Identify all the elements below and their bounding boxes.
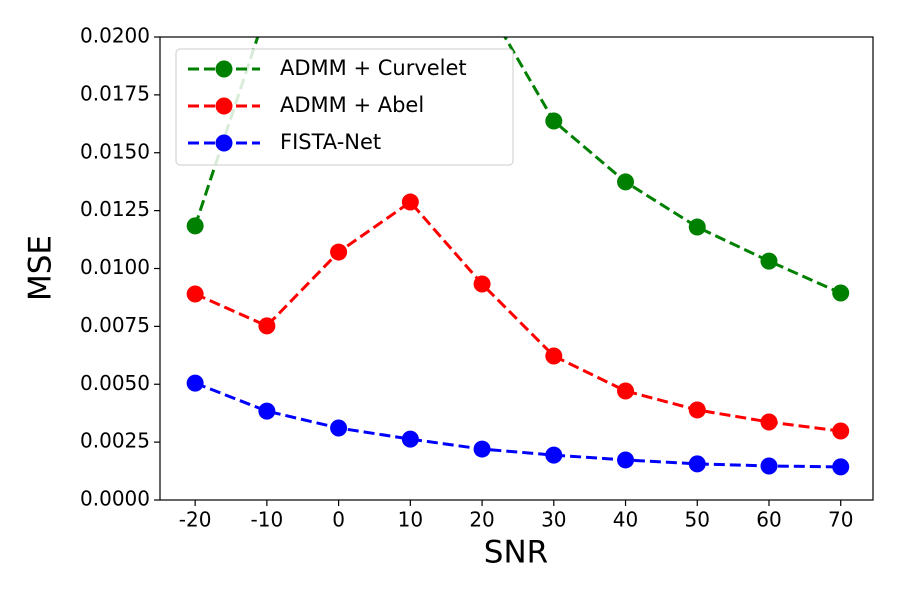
data-point	[688, 455, 706, 473]
x-tick-label: 30	[541, 508, 566, 532]
data-point	[760, 413, 778, 431]
data-point	[688, 401, 706, 419]
data-point	[760, 457, 778, 475]
data-point	[760, 252, 778, 270]
series-line	[194, 381, 841, 469]
data-point	[473, 275, 491, 293]
legend-marker	[215, 97, 233, 115]
data-point	[832, 458, 850, 476]
y-tick-label: 0.0125	[80, 197, 150, 221]
series-line	[194, 200, 841, 433]
data-point	[330, 243, 348, 261]
data-point	[401, 193, 419, 211]
x-tick-label: 10	[398, 508, 423, 532]
y-tick-label: 0.0150	[80, 139, 150, 163]
y-tick-label: 0.0100	[80, 255, 150, 279]
y-tick-label: 0.0175	[80, 81, 150, 105]
data-point	[258, 402, 276, 420]
data-point	[258, 317, 276, 335]
legend-marker	[215, 60, 233, 78]
y-tick-label: 0.0025	[80, 429, 150, 453]
x-tick-label: 40	[613, 508, 638, 532]
data-point	[473, 440, 491, 458]
legend-marker	[215, 134, 233, 152]
x-tick-label: 50	[685, 508, 710, 532]
legend-box	[175, 48, 514, 166]
series-line	[193, 37, 842, 295]
data-point	[545, 347, 563, 365]
x-tick-label: 0	[332, 508, 345, 532]
legend-label: ADMM + Abel	[280, 93, 424, 117]
legend-label: FISTA-Net	[280, 130, 381, 154]
y-tick-label: 0.0000	[80, 487, 150, 511]
data-point	[617, 173, 635, 191]
data-point	[545, 112, 563, 130]
data-point	[617, 451, 635, 469]
x-tick-label: 60	[756, 508, 781, 532]
x-tick-label: -10	[251, 508, 284, 532]
data-point	[186, 285, 204, 303]
plot-area	[186, 37, 850, 476]
data-point	[186, 217, 204, 235]
legend: ADMM + Curvelet ADMM + Abel FISTA-Net	[175, 48, 514, 166]
x-tick-label: 20	[469, 508, 494, 532]
data-point	[832, 284, 850, 302]
legend-label: ADMM + Curvelet	[280, 56, 467, 80]
x-axis-label: SNR	[484, 535, 548, 571]
data-point	[330, 419, 348, 437]
y-tick-label: 0.0050	[80, 371, 150, 395]
data-point	[688, 218, 706, 236]
y-tick-label: 0.0200	[80, 24, 150, 48]
data-point	[832, 422, 850, 440]
data-point	[186, 374, 204, 392]
y-tick-label: 0.0075	[80, 313, 150, 337]
data-point	[401, 430, 419, 448]
x-tick-label: 70	[828, 508, 853, 532]
y-axis-label: MSE	[23, 235, 59, 301]
x-tick-label: -20	[179, 508, 212, 532]
data-point	[617, 382, 635, 400]
data-point	[545, 446, 563, 464]
